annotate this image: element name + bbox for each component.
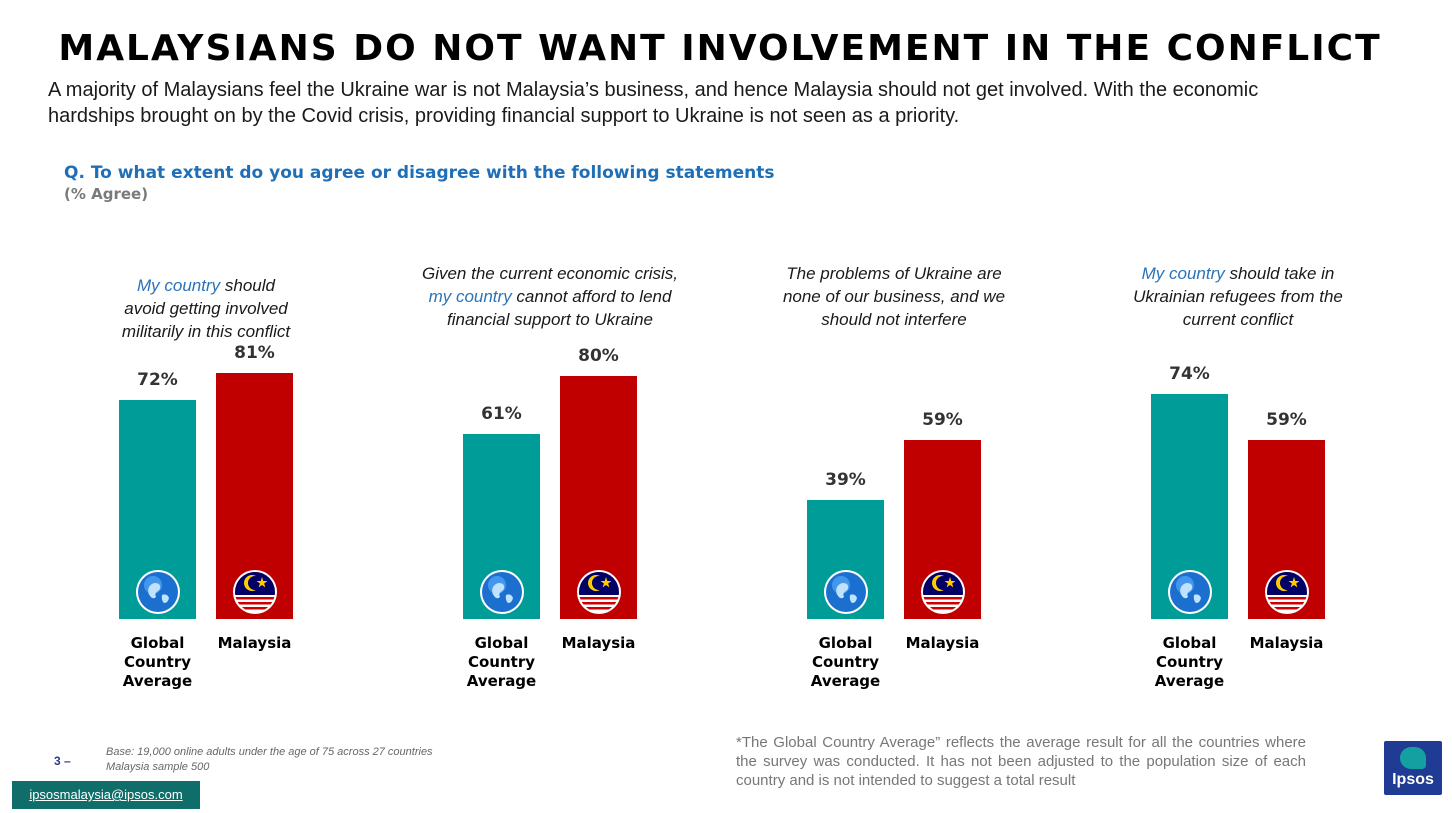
statement-text: should — [220, 276, 275, 295]
statement-highlight: My country — [137, 276, 221, 295]
statement-title: My country should take in Ukrainian refug… — [1088, 262, 1388, 331]
base-line-2: Malaysia sample 500 — [106, 761, 210, 773]
category-label-global: Global Country Average — [466, 634, 537, 690]
malaysia-flag-icon — [920, 569, 966, 615]
category-label-global: Global Country Average — [1154, 634, 1225, 690]
value-label: 74% — [1169, 364, 1210, 385]
statement-text: current conflict — [1182, 310, 1294, 329]
category-label-malaysia: Malaysia — [561, 634, 636, 652]
value-label: 72% — [137, 370, 178, 391]
page-subtitle: A majority of Malaysians feel the Ukrain… — [48, 79, 1259, 127]
globe-icon — [1167, 569, 1213, 615]
malaysia-flag-icon — [576, 569, 622, 615]
statement-text: financial support to Ukraine — [446, 310, 653, 329]
base-line-1: Base: 19,000 online adults under the age… — [106, 746, 433, 758]
statement-text: none of our business, and we — [782, 287, 1006, 306]
ipsos-logo-mark — [1400, 747, 1426, 769]
statement-highlight: my country — [428, 287, 512, 306]
ipsos-logo-text: Ipsos — [1392, 771, 1434, 788]
base-note: Base: 19,000 online adults under the age… — [106, 745, 433, 775]
statement-text: militarily in this conflict — [121, 322, 291, 341]
question-unit: (% Agree) — [64, 185, 149, 203]
category-label-malaysia: Malaysia — [217, 634, 292, 652]
category-label-malaysia: Malaysia — [1249, 634, 1324, 652]
value-label: 80% — [578, 345, 619, 366]
value-label: 61% — [481, 403, 522, 424]
statement-text: should not interfere — [821, 310, 967, 329]
statement-text: avoid getting involved — [124, 299, 288, 318]
globe-icon — [135, 569, 181, 615]
malaysia-flag-icon — [232, 569, 278, 615]
statement-text: Ukrainian refugees from the — [1133, 287, 1343, 306]
statement-text: The problems of Ukraine are — [786, 264, 1002, 283]
value-label: 59% — [922, 409, 963, 430]
statement-text: cannot afford to lend — [511, 287, 672, 306]
value-label: 39% — [825, 470, 866, 491]
page-title: MALAYSIANS DO NOT WANT INVOLVEMENT IN TH… — [58, 28, 1382, 69]
value-label: 81% — [234, 342, 275, 363]
statement-title: The problems of Ukraine are none of our b… — [744, 262, 1044, 331]
statement-title: Given the current economic crisis, my cou… — [400, 262, 700, 331]
malaysia-flag-icon — [1264, 569, 1310, 615]
page-number: 3 – — [54, 754, 71, 768]
category-label-global: Global Country Average — [122, 634, 193, 690]
global-average-footnote: *The Global Country Average” reflects th… — [736, 734, 1306, 789]
globe-icon — [479, 569, 525, 615]
statement-title: My country should avoid getting involved m… — [56, 274, 356, 343]
category-label-global: Global Country Average — [810, 634, 881, 690]
category-label-malaysia: Malaysia — [905, 634, 980, 652]
globe-icon — [823, 569, 869, 615]
ipsos-logo: Ipsos — [1384, 741, 1442, 795]
statement-text: Given the current economic crisis, — [421, 264, 679, 283]
value-label: 59% — [1266, 409, 1307, 430]
question-text: Q. To what extent do you agree or disagr… — [64, 163, 775, 183]
email-link[interactable]: ipsosmalaysia@ipsos.com — [12, 781, 200, 809]
statement-text: should take in — [1224, 264, 1335, 283]
statement-highlight: My country — [1141, 264, 1225, 283]
